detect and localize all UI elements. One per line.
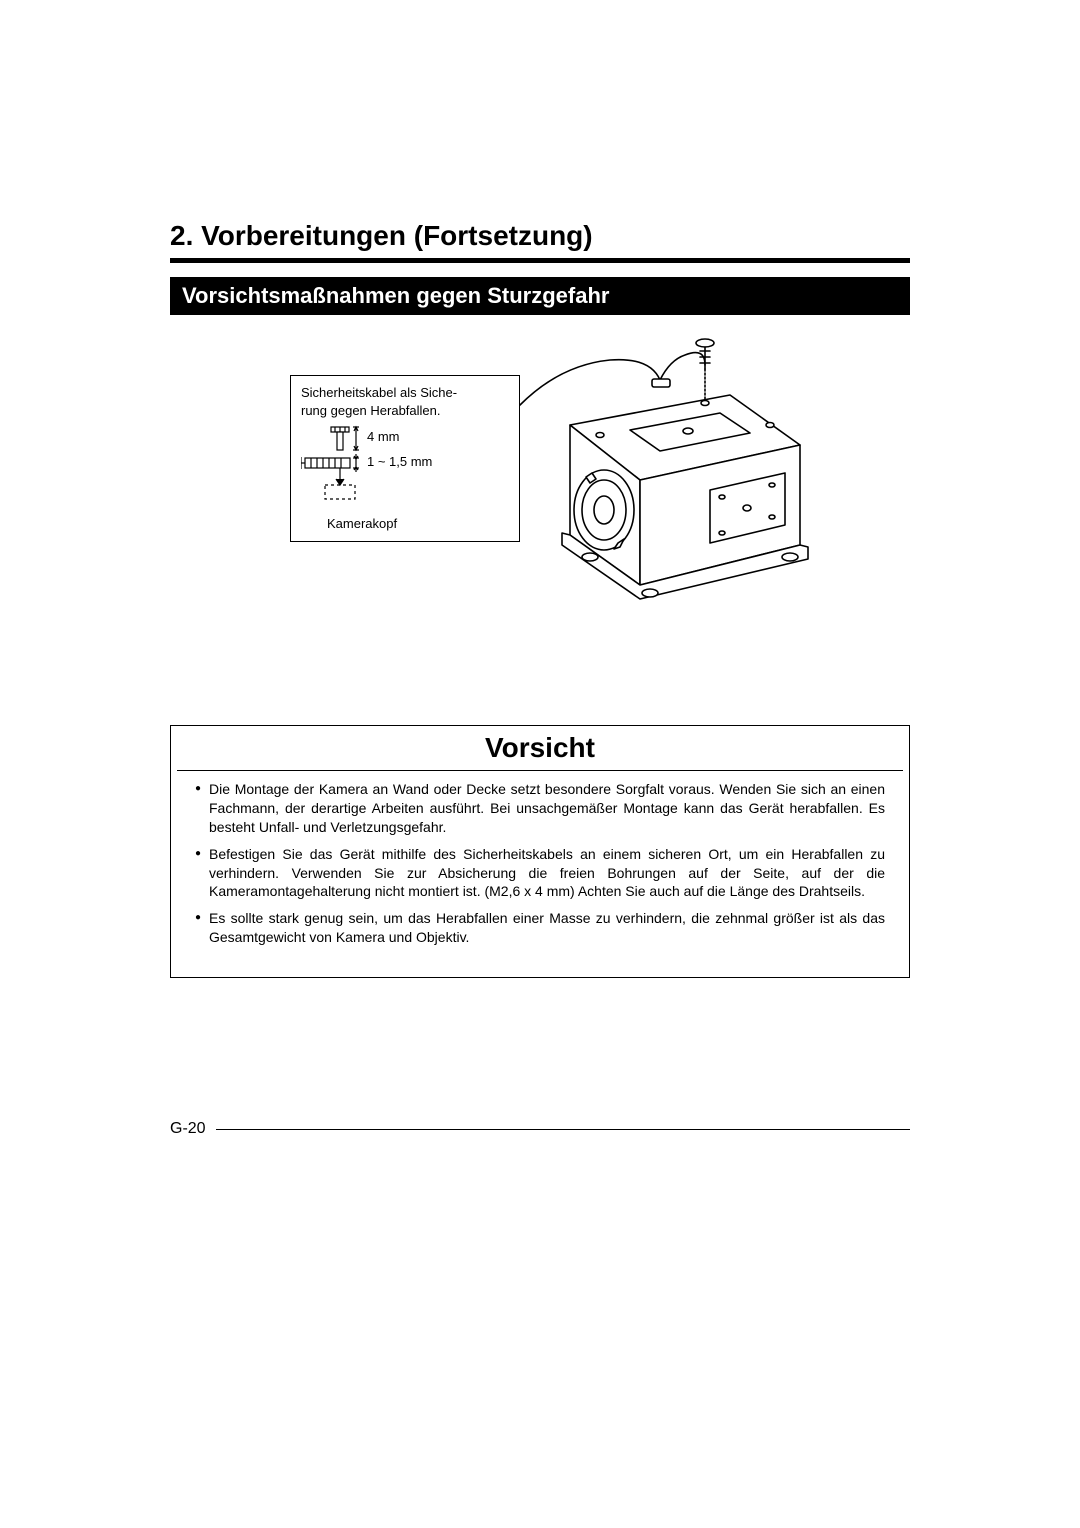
caution-title-frame: Vorsicht (177, 732, 903, 771)
camera-diagram: Sicherheitskabel als Siche- rung gegen H… (170, 345, 910, 665)
caution-title: Vorsicht (485, 732, 595, 763)
caution-list: Die Montage der Kamera an Wand oder Deck… (195, 780, 885, 947)
inset-text-top: Sicherheitskabel als Siche- rung gegen H… (301, 384, 509, 419)
caution-item: Befestigen Sie das Gerät mithilfe des Si… (195, 845, 885, 902)
dim-1-5mm-label: 1 ~ 1,5 mm (367, 454, 432, 469)
page-footer: G-20 (170, 1120, 910, 1138)
sub-header: Vorsichtsmaßnahmen gegen Sturzgefahr (170, 277, 910, 315)
footer-rule (216, 1129, 910, 1130)
manual-page: 2. Vorbereitungen (Fortsetzung) Vorsicht… (0, 0, 1080, 1528)
screw-detail-icon: 4 mm 1 ~ 1,5 mm (301, 425, 511, 505)
caution-box: Vorsicht Die Montage der Kamera an Wand … (170, 725, 910, 978)
camera-isometric-icon (500, 335, 820, 625)
page-number: G-20 (170, 1120, 206, 1138)
caution-item: Es sollte stark genug sein, um das Herab… (195, 909, 885, 947)
inset-box: Sicherheitskabel als Siche- rung gegen H… (290, 375, 520, 542)
dim-4mm-label: 4 mm (367, 429, 400, 444)
caution-item: Die Montage der Kamera an Wand oder Deck… (195, 780, 885, 837)
inset-label-bottom: Kamerakopf (327, 516, 509, 531)
section-title: 2. Vorbereitungen (Fortsetzung) (170, 220, 910, 263)
